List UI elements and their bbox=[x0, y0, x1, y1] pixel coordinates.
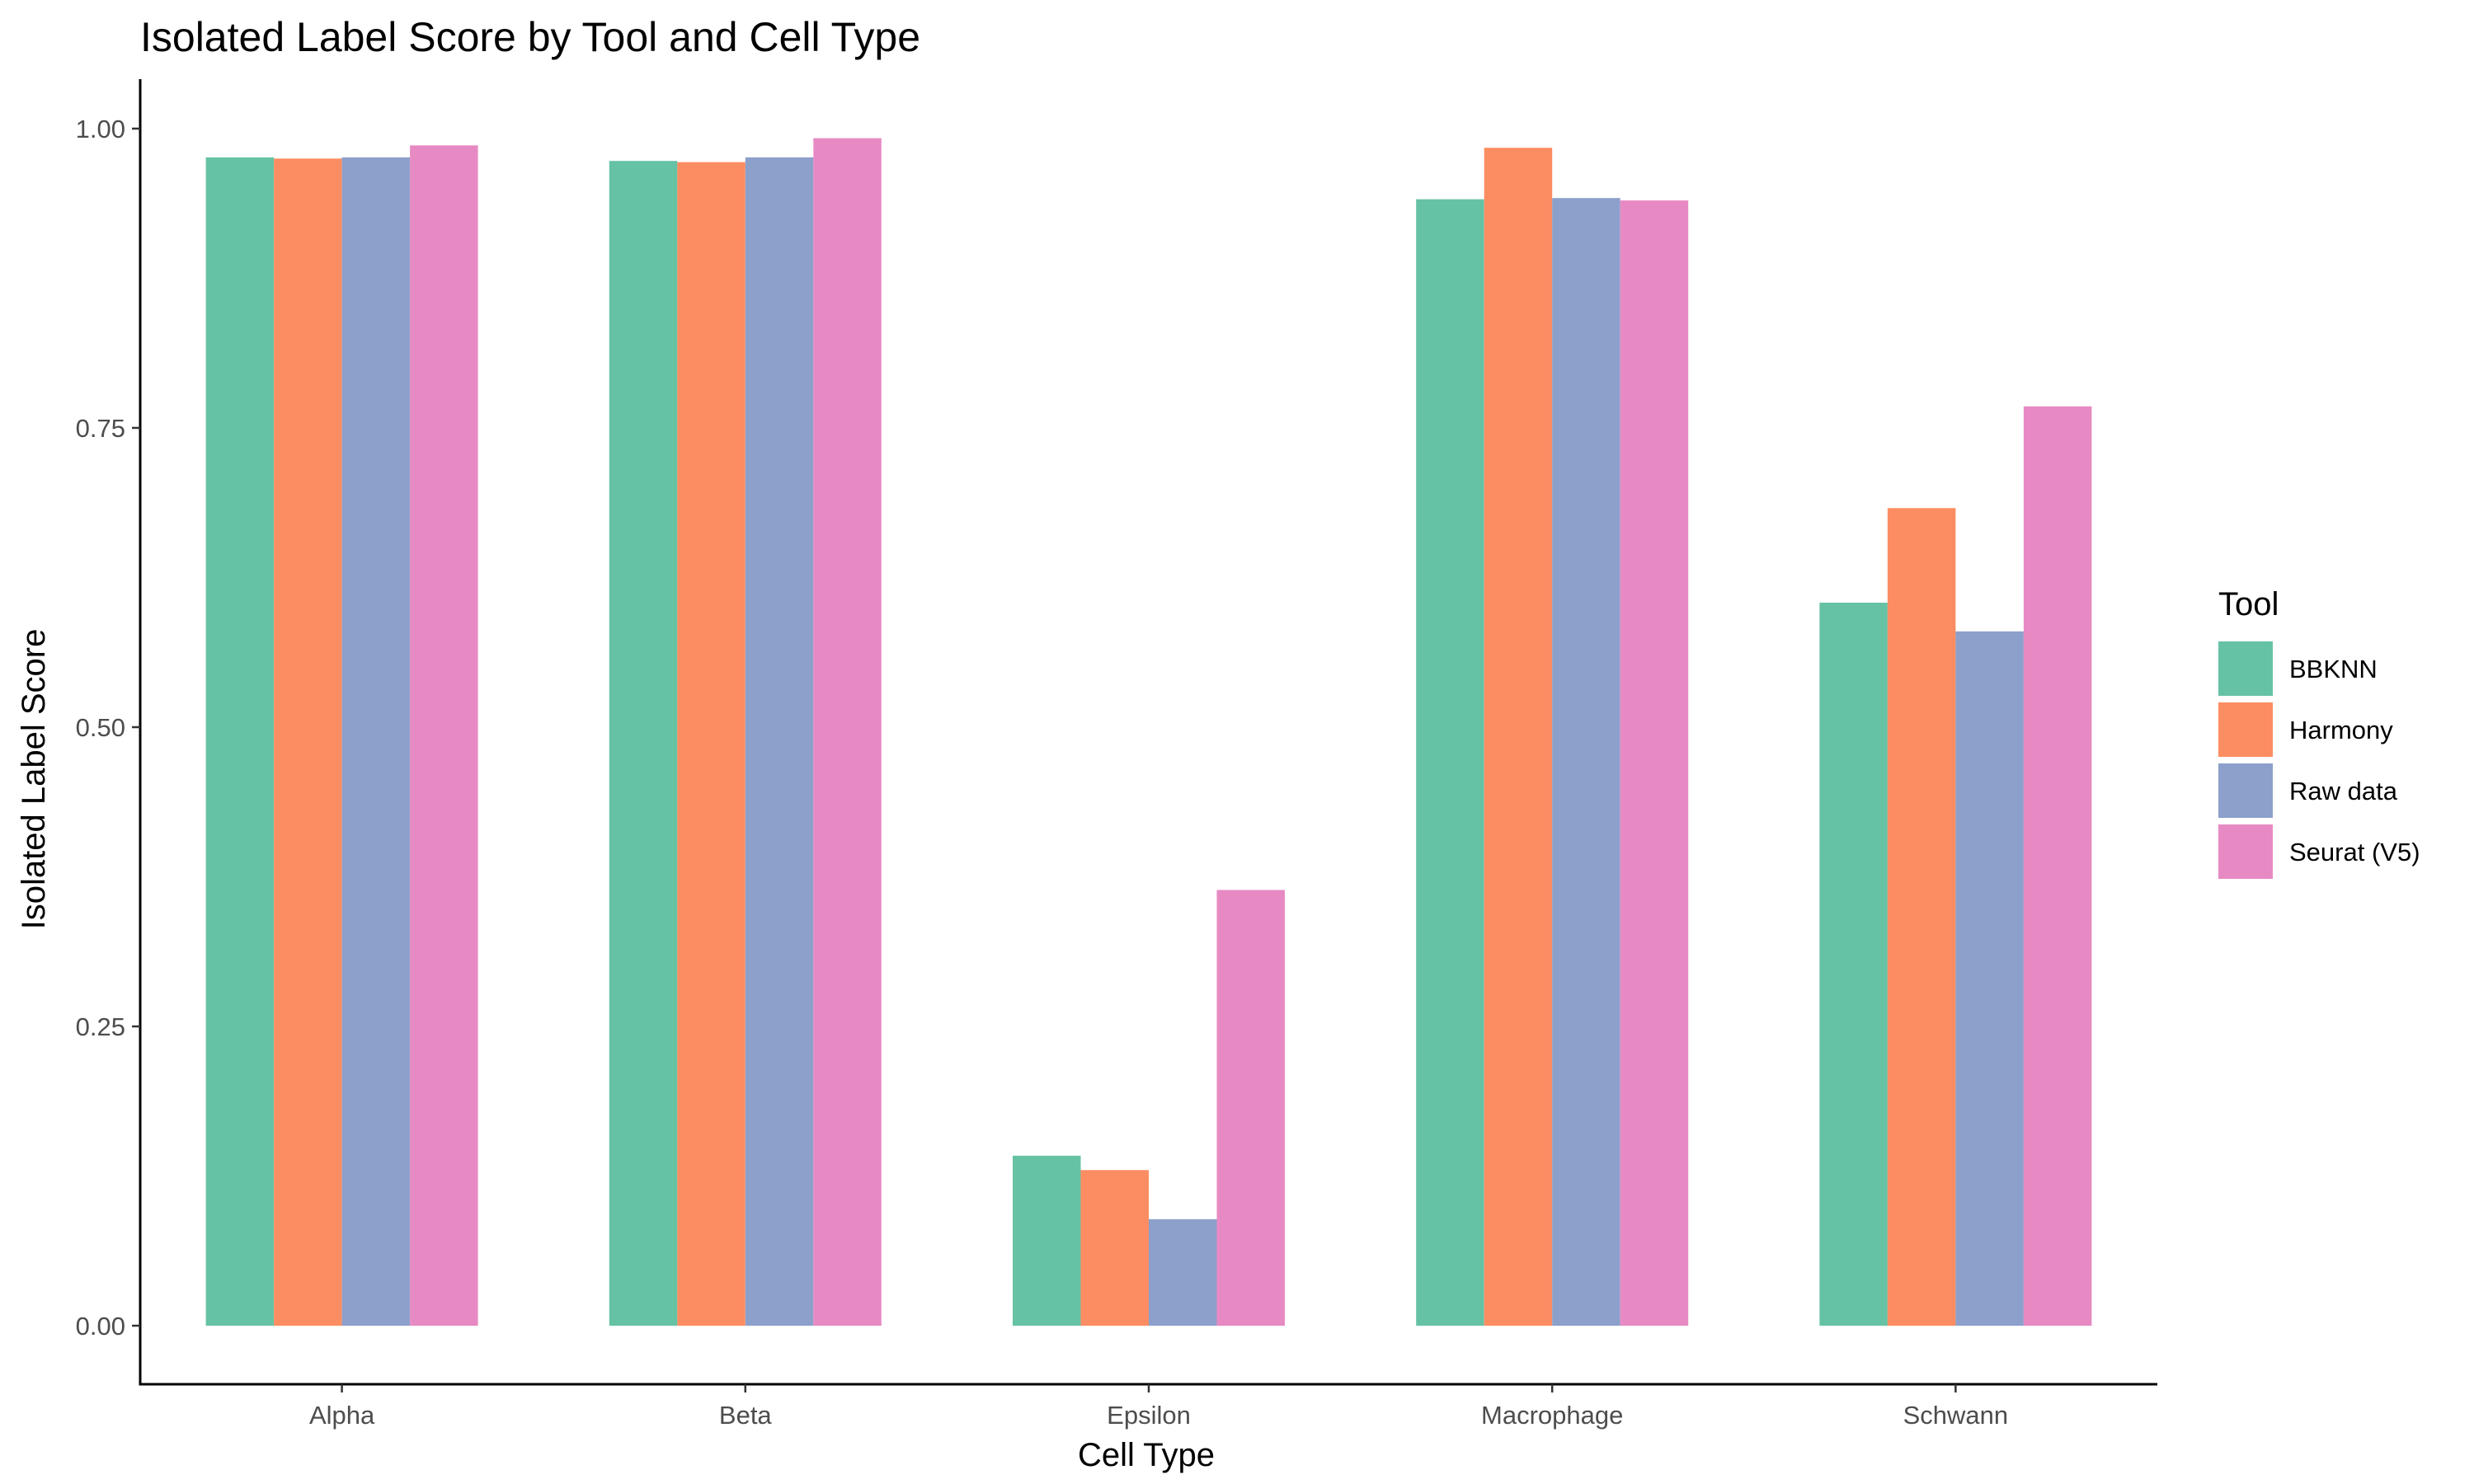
legend-label: Raw data bbox=[2289, 777, 2398, 805]
bar-bbknn-schwann bbox=[1819, 602, 1888, 1326]
chart-title: Isolated Label Score by Tool and Cell Ty… bbox=[140, 14, 920, 60]
bar-seurat-v5-macrophage bbox=[1620, 200, 1689, 1326]
bar-raw-data-schwann bbox=[1955, 631, 2024, 1326]
bar-bbknn-alpha bbox=[205, 157, 275, 1326]
bar-harmony-macrophage bbox=[1484, 148, 1553, 1327]
bar-seurat-v5-schwann bbox=[2023, 406, 2092, 1326]
bar-bbknn-beta bbox=[609, 161, 678, 1327]
bar-seurat-v5-epsilon bbox=[1216, 890, 1285, 1326]
x-tick-label: Macrophage bbox=[1481, 1401, 1623, 1430]
bar-bbknn-epsilon bbox=[1013, 1155, 1081, 1326]
bars bbox=[205, 138, 2092, 1327]
y-tick-label: 0.25 bbox=[76, 1012, 125, 1041]
legend-key bbox=[2218, 702, 2273, 757]
y-tick-label: 0.00 bbox=[76, 1312, 125, 1341]
y-tick-label: 0.75 bbox=[76, 414, 125, 443]
bar-raw-data-epsilon bbox=[1149, 1219, 1217, 1326]
x-tick-label: Schwann bbox=[1903, 1401, 2009, 1430]
bar-raw-data-beta bbox=[745, 157, 814, 1326]
legend-label: Seurat (V5) bbox=[2289, 838, 2420, 866]
bar-harmony-alpha bbox=[274, 158, 342, 1326]
bar-harmony-schwann bbox=[1887, 508, 1956, 1326]
legend-key bbox=[2218, 763, 2273, 818]
bar-harmony-epsilon bbox=[1080, 1170, 1149, 1326]
bar-raw-data-alpha bbox=[341, 157, 411, 1326]
x-tick-label: Alpha bbox=[309, 1401, 375, 1430]
bar-seurat-v5-beta bbox=[813, 138, 882, 1327]
legend-key bbox=[2218, 824, 2273, 879]
legend-label: Harmony bbox=[2289, 716, 2393, 744]
legend-key bbox=[2218, 641, 2273, 696]
y-tick-label: 0.50 bbox=[76, 713, 125, 742]
x-tick-label: Epsilon bbox=[1107, 1401, 1191, 1430]
x-tick-label: Beta bbox=[719, 1401, 773, 1430]
bar-harmony-beta bbox=[677, 162, 745, 1326]
legend-label: BBKNN bbox=[2289, 655, 2378, 683]
bar-raw-data-macrophage bbox=[1552, 198, 1620, 1326]
y-axis: 0.00 0.25 0.50 0.75 1.00 bbox=[76, 79, 142, 1384]
bar-seurat-v5-alpha bbox=[410, 145, 478, 1326]
y-tick-label: 1.00 bbox=[76, 115, 125, 143]
x-axis: Alpha Beta Epsilon Macrophage Schwann bbox=[139, 1383, 2157, 1430]
bar-bbknn-macrophage bbox=[1416, 199, 1484, 1327]
legend-title: Tool bbox=[2218, 586, 2279, 622]
legend: Tool BBKNN Harmony Raw data Seurat (V5) bbox=[2218, 586, 2420, 879]
y-axis-title: Isolated Label Score bbox=[16, 629, 52, 930]
x-axis-title: Cell Type bbox=[1078, 1437, 1215, 1473]
